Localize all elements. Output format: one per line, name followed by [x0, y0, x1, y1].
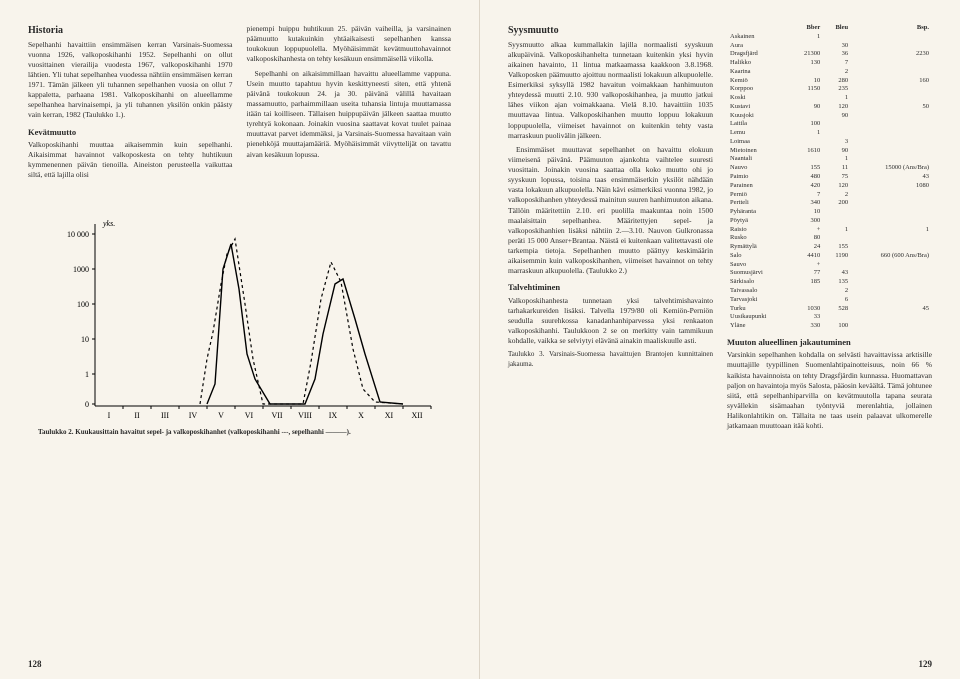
svg-text:0: 0: [85, 400, 89, 409]
chart-caption: Taulukko 2. Kuukausittain havaitut sepel…: [28, 428, 451, 436]
table-row: Kaarina2: [727, 68, 932, 77]
svg-text:VIII: VIII: [298, 411, 312, 420]
table-row: Laitila100: [727, 120, 932, 129]
table-header: [727, 24, 790, 33]
table3: BberBleuBsp.Askainen1Aura30Dragsfjärd213…: [727, 24, 932, 331]
svg-text:VII: VII: [271, 411, 282, 420]
talvehtiminen-heading: Talvehtiminen: [508, 282, 713, 293]
table-row: Suomusjärvi7743: [727, 269, 932, 278]
svg-text:1: 1: [85, 370, 89, 379]
talvehtiminen-para-1: Valkoposkihanhesta tunnetaan yksi talveh…: [508, 296, 713, 347]
table-header: Bber: [790, 24, 823, 33]
table-row: Lemu1: [727, 129, 932, 138]
svg-text:VI: VI: [244, 411, 253, 420]
left-page: Historia Sepelhanhi havaittiin ensimmäis…: [0, 0, 480, 679]
table-row: Loimaa3: [727, 138, 932, 147]
left-columns: Historia Sepelhanhi havaittiin ensimmäis…: [28, 24, 451, 180]
table-row: Taivassalo2: [727, 287, 932, 296]
table-row: Turku103052845: [727, 305, 932, 314]
svg-text:100: 100: [77, 300, 89, 309]
muuton-para-1: Varsinkin sepelhanhen kohdalla on selväs…: [727, 350, 932, 431]
table-row: Korppoo1150235: [727, 85, 932, 94]
table-row: Aura30: [727, 42, 932, 51]
right-page: Syysmuutto Syysmuutto alkaa kummallakin …: [480, 0, 960, 679]
svg-text:V: V: [218, 411, 224, 420]
page-number-left: 128: [28, 659, 42, 669]
table-row: Särkisalo185135: [727, 278, 932, 287]
page-spread: Historia Sepelhanhi havaittiin ensimmäis…: [0, 0, 960, 679]
kevatmuutto-heading: Kevätmuutto: [28, 127, 233, 138]
svg-text:10: 10: [81, 335, 89, 344]
svg-text:X: X: [358, 411, 364, 420]
historia-para-1: Sepelhanhi havaittiin ensimmäisen kerran…: [28, 40, 233, 121]
table-row: Uusikaupunki33: [727, 313, 932, 322]
svg-text:IV: IV: [188, 411, 197, 420]
svg-text:III: III: [161, 411, 169, 420]
table-row: Kustavi9012050: [727, 103, 932, 112]
table-row: Nauvo1551115000 (Ans/Bra): [727, 164, 932, 173]
table-row: Salo44101190660 (600 Ans/Bra): [727, 252, 932, 261]
table-header: Bleu: [823, 24, 851, 33]
right-columns: Syysmuutto Syysmuutto alkaa kummallakin …: [508, 24, 932, 619]
table-row: Pöytyä300: [727, 217, 932, 226]
table-row: Rusko80: [727, 234, 932, 243]
table-row: Parainen4201201080: [727, 182, 932, 191]
table-row: Raisio+11: [727, 226, 932, 235]
table-row: Naantali1: [727, 155, 932, 164]
syysmuutto-para-2: Ensimmäiset muuttavat sepelhanhet on hav…: [508, 145, 713, 277]
table-header: Bsp.: [851, 24, 932, 33]
svg-text:IX: IX: [328, 411, 337, 420]
table-row: Dragsfjärd21300362230: [727, 50, 932, 59]
page-number-right: 129: [919, 659, 933, 669]
svg-text:1000: 1000: [73, 265, 89, 274]
table-row: Paimio4807543: [727, 173, 932, 182]
table-row: Askainen1: [727, 33, 932, 42]
chart-block: yks.0110100100010 000IIIIIIIVVVIVIIVIIII…: [28, 184, 451, 436]
col2-para-2: Sepelhanhi on aikaisimmillaan havaittu a…: [247, 69, 452, 160]
table-row: Mietoinen161090: [727, 147, 932, 156]
table-row: Sauvo+: [727, 261, 932, 270]
table-row: Halikko1307: [727, 59, 932, 68]
table-row: Rymättylä24155: [727, 243, 932, 252]
table-row: Yläne330100: [727, 322, 932, 331]
table-row: Koski1: [727, 94, 932, 103]
table-row: Pyhäranta10: [727, 208, 932, 217]
historia-heading: Historia: [28, 24, 233, 38]
svg-text:XI: XI: [384, 411, 393, 420]
table-row: Perniö72: [727, 191, 932, 200]
table3-title: Taulukko 3. Varsinais-Suomessa havaittuj…: [508, 350, 713, 369]
svg-text:10 000: 10 000: [67, 230, 89, 239]
kevatmuutto-para-1: Valkoposkihanhi muuttaa aikaisemmin kuin…: [28, 140, 233, 181]
svg-text:II: II: [134, 411, 140, 420]
table-row: Kemiö10280160: [727, 77, 932, 86]
line-chart: yks.0110100100010 000IIIIIIIVVVIVIIVIIII…: [45, 184, 435, 424]
col2-para-1: pienempi huippu huhtikuun 25. päivän vai…: [247, 24, 452, 65]
muuton-heading: Muuton alueellinen jakautuminen: [727, 337, 932, 348]
table-row: Tarvasjoki6: [727, 296, 932, 305]
svg-text:I: I: [107, 411, 110, 420]
table-row: Pertteli340200: [727, 199, 932, 208]
syysmuutto-heading: Syysmuutto: [508, 24, 713, 38]
table-row: Kuusjoki90: [727, 112, 932, 121]
svg-text:yks.: yks.: [102, 219, 115, 228]
syysmuutto-para-1: Syysmuutto alkaa kummallakin lajilla nor…: [508, 40, 713, 141]
svg-text:XII: XII: [411, 411, 422, 420]
